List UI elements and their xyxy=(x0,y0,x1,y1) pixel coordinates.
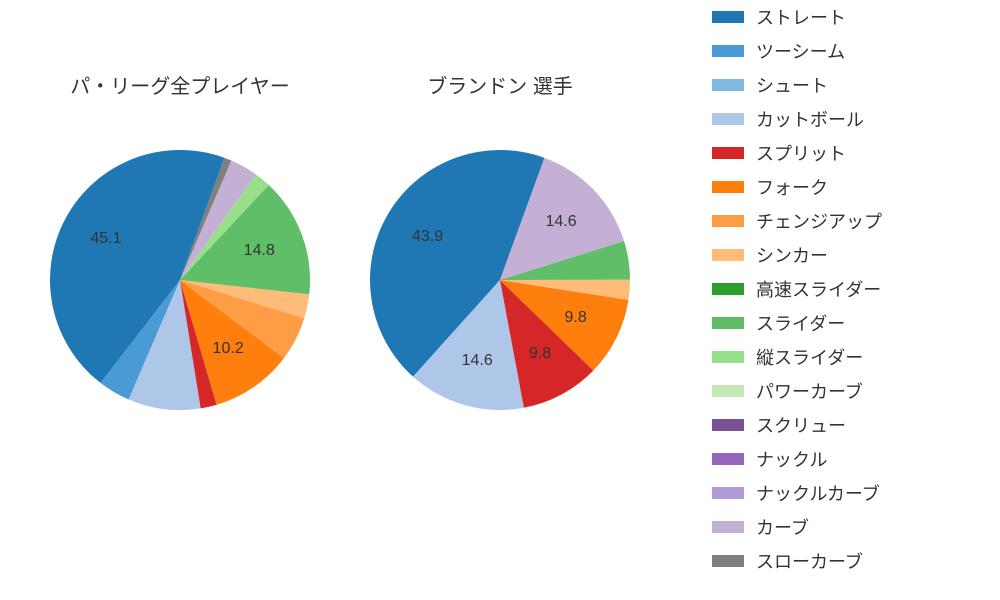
legend-label: 高速スライダー xyxy=(756,276,881,302)
legend-item: フォーク xyxy=(712,170,992,204)
legend-item: スライダー xyxy=(712,306,992,340)
legend-swatch xyxy=(712,351,744,363)
legend-item: スローカーブ xyxy=(712,544,992,578)
legend-swatch xyxy=(712,385,744,397)
pie-slice-label: 14.8 xyxy=(244,242,275,260)
chart-title: パ・リーグ全プレイヤー xyxy=(70,70,289,99)
legend-label: ナックルカーブ xyxy=(756,480,880,506)
pie-chart-league xyxy=(50,150,310,410)
chart-container: ストレートツーシームシュートカットボールスプリットフォークチェンジアップシンカー… xyxy=(0,0,1000,600)
legend-swatch xyxy=(712,487,744,499)
legend-swatch xyxy=(712,453,744,465)
legend-label: ツーシーム xyxy=(756,38,845,64)
legend-swatch xyxy=(712,45,744,57)
legend-item: シンカー xyxy=(712,238,992,272)
pie-chart-player xyxy=(370,150,630,410)
legend-item: ナックルカーブ xyxy=(712,476,992,510)
legend-swatch xyxy=(712,113,744,125)
legend-label: フォーク xyxy=(756,174,828,200)
legend-label: チェンジアップ xyxy=(756,208,882,234)
legend-swatch xyxy=(712,555,744,567)
legend-label: シュート xyxy=(756,72,828,98)
legend-item: ストレート xyxy=(712,0,992,34)
legend-label: スプリット xyxy=(756,140,846,166)
pie-slice-label: 14.6 xyxy=(462,352,493,370)
legend-item: ナックル xyxy=(712,442,992,476)
legend-label: カーブ xyxy=(756,514,809,540)
pie-slice-label: 9.8 xyxy=(565,309,587,327)
legend-label: カットボール xyxy=(756,106,864,132)
chart-title: ブランドン 選手 xyxy=(427,70,573,99)
legend-item: パワーカーブ xyxy=(712,374,992,408)
pie-slice-label: 43.9 xyxy=(412,228,443,246)
legend-item: ツーシーム xyxy=(712,34,992,68)
legend: ストレートツーシームシュートカットボールスプリットフォークチェンジアップシンカー… xyxy=(712,0,992,578)
legend-item: スプリット xyxy=(712,136,992,170)
legend-swatch xyxy=(712,283,744,295)
legend-label: ストレート xyxy=(756,4,846,30)
pie-slice-label: 10.2 xyxy=(213,340,244,358)
legend-item: チェンジアップ xyxy=(712,204,992,238)
legend-swatch xyxy=(712,521,744,533)
legend-item: 高速スライダー xyxy=(712,272,992,306)
legend-swatch xyxy=(712,181,744,193)
legend-swatch xyxy=(712,79,744,91)
legend-label: シンカー xyxy=(756,242,828,268)
legend-swatch xyxy=(712,249,744,261)
legend-label: 縦スライダー xyxy=(756,344,863,370)
legend-label: スローカーブ xyxy=(756,548,863,574)
legend-item: シュート xyxy=(712,68,992,102)
legend-label: ナックル xyxy=(756,446,827,472)
pie-slice-label: 9.8 xyxy=(529,345,551,363)
legend-label: スライダー xyxy=(756,310,845,336)
legend-label: スクリュー xyxy=(756,412,846,438)
legend-swatch xyxy=(712,419,744,431)
pie-slice-label: 14.6 xyxy=(545,213,576,231)
legend-item: 縦スライダー xyxy=(712,340,992,374)
legend-item: スクリュー xyxy=(712,408,992,442)
legend-swatch xyxy=(712,215,744,227)
legend-swatch xyxy=(712,11,744,23)
pie-slice-label: 45.1 xyxy=(90,230,121,248)
legend-swatch xyxy=(712,317,744,329)
legend-item: カットボール xyxy=(712,102,992,136)
legend-label: パワーカーブ xyxy=(756,378,863,404)
legend-item: カーブ xyxy=(712,510,992,544)
legend-swatch xyxy=(712,147,744,159)
